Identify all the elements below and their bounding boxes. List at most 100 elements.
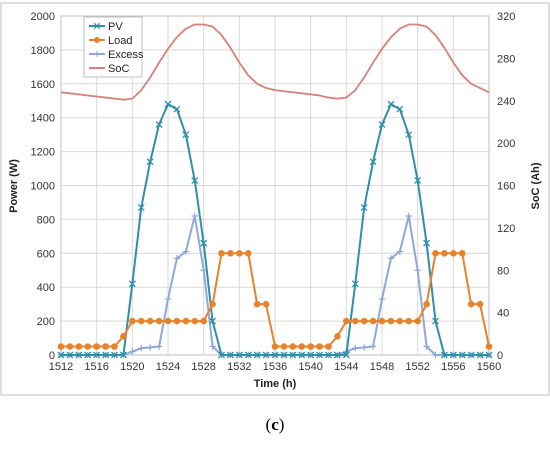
point-marker [440, 351, 448, 359]
point-marker [93, 343, 100, 350]
point-marker [476, 351, 484, 359]
legend: PV Load Excess SoC [83, 16, 144, 78]
point-marker [307, 351, 315, 359]
point-marker [432, 351, 439, 359]
y-tick-label: 400 [37, 282, 55, 294]
point-marker [369, 317, 377, 325]
x-tick-label: 1548 [370, 361, 394, 373]
point-marker [155, 343, 163, 350]
point-marker [191, 317, 199, 325]
point-marker [164, 100, 172, 108]
series-load [57, 250, 493, 350]
point-marker [449, 351, 457, 359]
point-marker [200, 239, 208, 247]
point-marker [378, 121, 386, 128]
point-marker [405, 212, 412, 220]
point-marker [66, 343, 74, 350]
point-marker [164, 317, 172, 325]
point-marker [75, 351, 83, 359]
x-tick-label: 1516 [84, 361, 108, 373]
point-marker [405, 131, 413, 139]
point-marker [396, 317, 404, 325]
point-marker [378, 295, 386, 303]
y2-tick-label: 40 [497, 308, 509, 320]
point-marker [396, 248, 404, 255]
point-marker [164, 295, 172, 303]
point-marker [253, 351, 261, 359]
point-marker [93, 351, 101, 359]
x-tick-label: 1524 [156, 361, 180, 373]
point-marker [271, 343, 279, 350]
point-marker [333, 351, 341, 359]
point-marker [209, 300, 216, 308]
point-marker [75, 343, 83, 350]
point-marker [146, 344, 154, 351]
y2-tick-label: 0 [497, 350, 503, 362]
point-marker [84, 343, 92, 350]
point-marker [137, 317, 145, 325]
point-marker [325, 343, 332, 350]
y-tick-label: 0 [49, 350, 55, 362]
y-axis-title: Power (W) [8, 159, 20, 213]
y-tick-label: 2000 [31, 11, 55, 23]
legend-item-excess: Excess [89, 49, 144, 61]
y2-axis-title: SoC (Ah) [530, 162, 542, 209]
x-tick-label: 1532 [227, 361, 251, 373]
x-axis-ticks: 1512 1516 1520 1524 1528 1532 1536 1540 1544 1548… [49, 361, 501, 373]
x-tick-label: 1556 [441, 361, 465, 373]
point-marker [342, 351, 350, 359]
series-pv [57, 100, 493, 359]
series-soc [60, 23, 490, 101]
x-tick-label: 1544 [334, 361, 358, 373]
point-marker [191, 176, 199, 184]
point-marker [191, 212, 198, 220]
point-marker [289, 351, 297, 359]
y-tick-label: 1200 [31, 147, 55, 159]
point-marker [360, 317, 368, 325]
data-series [57, 23, 493, 359]
point-marker [182, 317, 190, 325]
point-marker [396, 105, 404, 113]
point-marker [343, 317, 350, 325]
point-marker [128, 280, 136, 288]
y-tick-label: 600 [37, 248, 55, 260]
point-marker [352, 345, 359, 352]
point-marker [94, 51, 100, 57]
caption-close: ) [279, 415, 285, 434]
point-marker [111, 351, 118, 359]
point-marker [351, 280, 359, 288]
point-marker [458, 351, 466, 359]
legend-item-soc: SoC [89, 63, 129, 75]
point-marker [173, 255, 181, 262]
point-marker [378, 317, 386, 325]
point-marker [262, 300, 270, 308]
figure-caption: (c) [266, 415, 285, 434]
left-axis-ticks: 0 200 400 600 800 1000 1200 1400 1600 1800 2000 [31, 11, 55, 362]
series-line-soc [60, 23, 490, 101]
point-marker [129, 317, 136, 325]
point-marker [119, 351, 127, 359]
point-marker [173, 105, 181, 113]
y2-tick-label: 120 [497, 223, 515, 235]
point-marker [155, 317, 163, 325]
point-marker [414, 317, 421, 325]
point-marker [173, 317, 181, 325]
point-marker [244, 250, 252, 257]
legend-label: SoC [108, 63, 129, 75]
y2-tick-label: 80 [497, 265, 509, 277]
y2-tick-label: 320 [497, 11, 515, 23]
point-marker [334, 333, 341, 340]
y-tick-label: 1600 [31, 79, 55, 91]
point-marker [253, 300, 261, 308]
legend-item-load: Load [89, 35, 132, 47]
point-marker [235, 351, 243, 359]
x-tick-label: 1512 [49, 361, 73, 373]
point-marker [467, 300, 475, 308]
point-marker [209, 317, 217, 325]
point-marker [485, 351, 493, 359]
point-marker [226, 351, 234, 359]
point-marker [387, 255, 395, 262]
caption-letter: c [271, 415, 279, 434]
point-marker [271, 351, 279, 359]
